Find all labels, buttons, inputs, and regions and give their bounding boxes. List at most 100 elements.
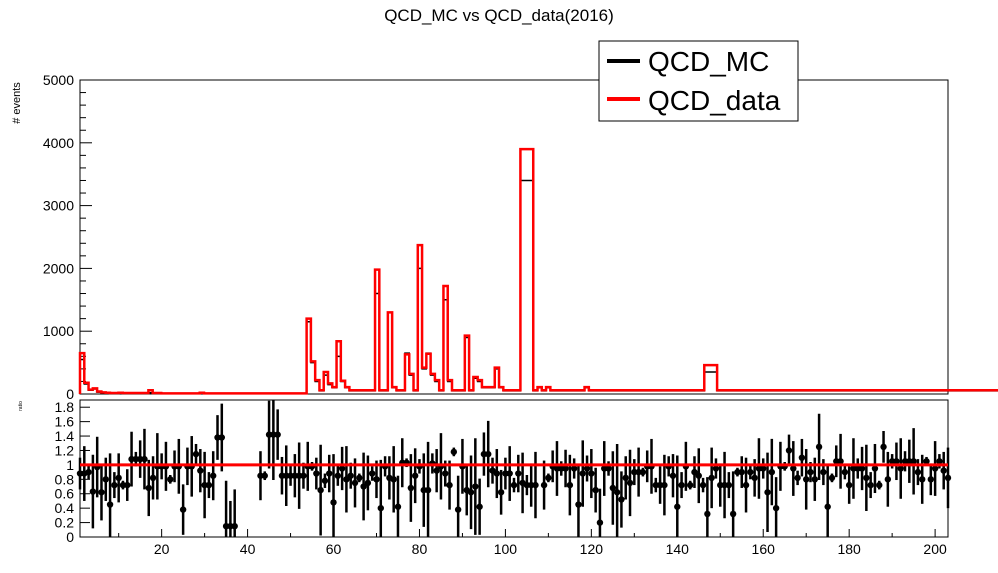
ratio-point <box>910 458 917 465</box>
ratio-point <box>343 476 350 483</box>
ratio-point <box>145 484 152 492</box>
ratio-point <box>313 470 320 477</box>
ratio-x-tick-label: 160 <box>752 541 776 557</box>
ratio-point <box>695 472 702 479</box>
ratio-point <box>476 503 483 510</box>
main-y-tick-label: 1000 <box>43 323 74 339</box>
ratio-point <box>149 474 157 482</box>
ratio-y-tick-label: 1.2 <box>55 442 75 458</box>
ratio-x-tick-label: 100 <box>494 541 518 557</box>
ratio-y-tick-label: 0.4 <box>55 500 75 516</box>
ratio-point <box>274 431 281 438</box>
ratio-point <box>794 474 801 482</box>
ratio-point <box>579 470 586 477</box>
ratio-point <box>231 522 238 530</box>
main-y-axis-label: # events <box>11 82 23 124</box>
ratio-point <box>570 465 578 472</box>
main-plot-frame <box>79 79 949 395</box>
ratio-point <box>167 476 174 483</box>
ratio-point <box>824 503 831 510</box>
ratio-point <box>424 486 432 494</box>
ratio-point <box>326 470 333 477</box>
ratio-point <box>742 481 750 489</box>
ratio-point <box>764 489 771 496</box>
ratio-point <box>618 496 625 503</box>
ratio-point <box>893 458 900 465</box>
ratio-point <box>871 465 879 472</box>
chart-title: QCD_MC vs QCD_data(2016) <box>384 6 614 25</box>
ratio-point <box>575 501 582 508</box>
ratio-point <box>192 450 200 458</box>
ratio-point <box>407 484 415 492</box>
ratio-point <box>622 474 629 482</box>
ratio-point <box>218 434 226 441</box>
ratio-y-axis: 00.20.40.60.811.21.41.61.8 <box>55 399 90 545</box>
ratio-point <box>510 481 518 489</box>
ratio-point <box>493 470 501 477</box>
ratio-point <box>738 468 745 476</box>
ratio-point <box>454 506 462 513</box>
ratio-point <box>141 455 148 463</box>
ratio-point <box>837 458 844 465</box>
ratio-point <box>815 443 823 451</box>
ratio-point <box>261 472 268 479</box>
ratio-x-tick-label: 80 <box>412 541 428 557</box>
ratio-point <box>944 474 952 482</box>
ratio-point <box>858 465 866 472</box>
main-y-tick-label: 3000 <box>43 198 74 214</box>
main-y-tick-label: 5000 <box>43 72 74 88</box>
ratio-y-tick-label: 1.6 <box>55 414 75 430</box>
ratio-point <box>919 476 926 483</box>
ratio-point <box>661 481 668 489</box>
ratio-point <box>704 510 711 518</box>
ratio-point <box>102 476 109 483</box>
ratio-point <box>368 470 376 477</box>
ratio-y-tick-label: 1 <box>66 457 74 473</box>
ratio-point <box>699 481 707 489</box>
ratio-point <box>760 465 767 472</box>
ratio-y-tick-label: 1.4 <box>55 428 75 444</box>
ratio-point <box>811 476 818 483</box>
ratio-point <box>197 467 204 474</box>
ratio-y-tick-label: 0.2 <box>55 515 75 531</box>
ratio-point <box>330 499 337 506</box>
legend-mc-label: QCD_MC <box>648 46 769 77</box>
ratio-point <box>540 481 548 489</box>
ratio-point <box>321 477 329 484</box>
main-histograms <box>78 147 998 395</box>
ratio-point <box>923 458 930 465</box>
legend-box <box>598 40 799 122</box>
ratio-point <box>588 470 595 477</box>
ratio-point <box>334 472 342 479</box>
ratio-y-tick-label: 0.8 <box>55 471 75 487</box>
ratio-point <box>351 479 359 487</box>
legend-data-label: QCD_data <box>648 85 781 116</box>
ratio-point <box>841 468 849 476</box>
ratio-point <box>613 489 621 496</box>
ratio-point <box>373 476 380 483</box>
ratio-y-tick-label: 0.6 <box>55 486 75 502</box>
ratio-x-tick-label: 140 <box>666 541 690 557</box>
ratio-point <box>394 503 402 510</box>
ratio-point <box>111 481 118 489</box>
ratio-point <box>820 468 827 476</box>
ratio-point <box>446 481 453 489</box>
ratio-x-tick-label: 20 <box>154 541 170 557</box>
ratio-point <box>210 472 217 479</box>
ratio-point <box>708 474 715 482</box>
ratio-y-axis-label: ratio <box>18 401 24 411</box>
histogram-qcd-data <box>78 147 998 395</box>
ratio-point <box>467 489 475 496</box>
main-y-tick-label: 0 <box>66 386 74 402</box>
ratio-point <box>347 472 354 479</box>
ratio-point <box>411 472 419 479</box>
ratio-x-tick-label: 40 <box>240 541 256 557</box>
main-y-axis: 0 1000 2000 3000 4000 5000 <box>43 72 92 402</box>
ratio-point <box>867 481 874 489</box>
ratio-x-tick-label: 180 <box>837 541 861 557</box>
ratio-x-tick-label: 120 <box>580 541 604 557</box>
ratio-x-axis: 20 40 60 80 100 120 140 160 180 200 <box>118 529 947 557</box>
ratio-point <box>356 474 363 482</box>
ratio-point <box>390 476 397 483</box>
ratio-point <box>364 479 372 487</box>
